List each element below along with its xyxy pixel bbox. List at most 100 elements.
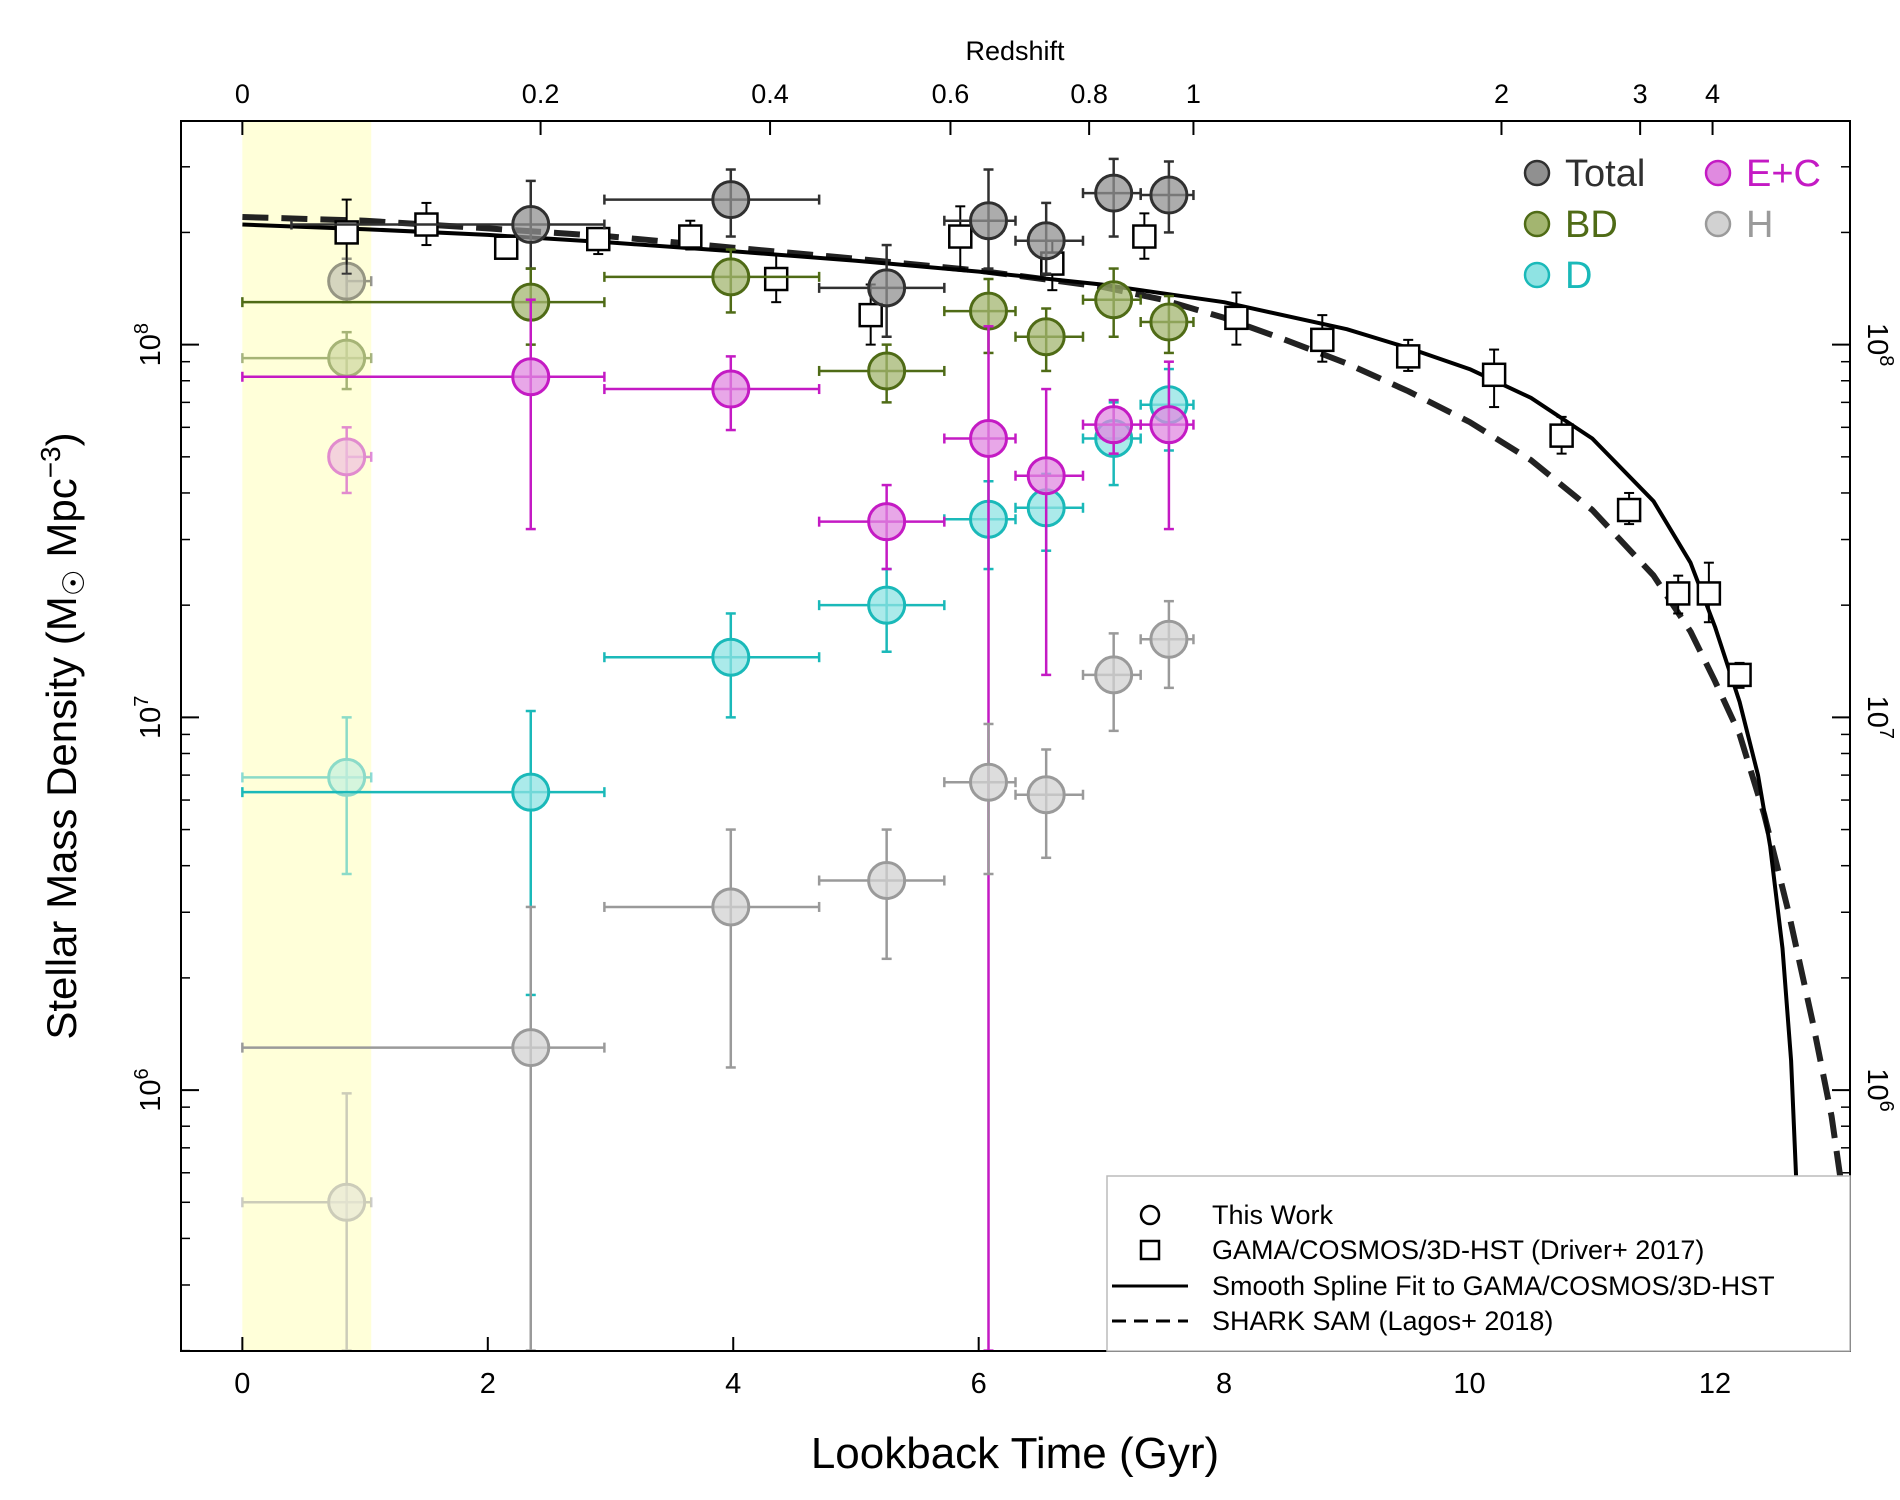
legend-label: E+C <box>1746 153 1821 195</box>
x-tick-label: 6 <box>971 1368 987 1400</box>
data-point <box>241 330 373 391</box>
x-tick-label: 8 <box>1216 1368 1232 1400</box>
data-point-marker <box>1149 405 1189 445</box>
legend-marker <box>1523 159 1551 187</box>
data-point <box>603 168 821 238</box>
gama-point <box>493 235 519 260</box>
data-point-marker <box>711 637 751 677</box>
data-point <box>603 248 821 314</box>
data-point-marker <box>1026 456 1066 496</box>
data-point <box>241 905 606 1352</box>
data-point <box>603 355 821 432</box>
marker-legend: This Work GAMA/COSMOS/3D-HST (Driver+ 201… <box>1106 1175 1851 1352</box>
gama-square-marker <box>493 235 519 260</box>
legend-box <box>1106 1175 1851 1352</box>
gama-point <box>586 226 611 256</box>
data-point <box>1139 599 1195 690</box>
legend-marker <box>1523 261 1551 289</box>
gama-point <box>1549 415 1574 455</box>
legend-entry-d: D <box>1523 255 1592 297</box>
top-tick-label: 2 <box>1494 79 1509 109</box>
top-tick-label: 0 <box>235 79 250 109</box>
data-point <box>1014 387 1085 677</box>
legend-label: D <box>1565 255 1592 297</box>
series-total <box>290 157 1195 338</box>
data-point-marker <box>1094 655 1134 695</box>
legend-entry-ec: E+C <box>1704 153 1821 195</box>
data-point-marker <box>867 861 907 901</box>
gama-square-marker <box>1395 344 1421 369</box>
gama-point <box>1696 561 1722 624</box>
shaded-region <box>242 121 372 1351</box>
top-tick-label: 0.4 <box>751 79 789 109</box>
data-point <box>817 243 946 338</box>
x-tick-label: 2 <box>480 1368 496 1400</box>
data-point-marker <box>1026 775 1066 815</box>
data-point <box>241 298 606 531</box>
gama-point <box>1224 291 1249 346</box>
y-tick-label-left: 107 <box>131 696 167 739</box>
data-point-marker <box>1149 302 1189 342</box>
gama-point <box>763 253 789 304</box>
data-point-marker <box>711 887 751 927</box>
top-axis-label: Redshift <box>965 36 1065 66</box>
y-tick-label-left: 108 <box>131 323 167 366</box>
gama-layer <box>334 198 1752 689</box>
data-point-marker <box>327 437 367 477</box>
data-point-marker <box>969 762 1009 802</box>
data-point <box>290 179 606 270</box>
top-tick-label: 3 <box>1633 79 1648 109</box>
legend-row: SHARK SAM (Lagos+ 2018) <box>1112 1306 1553 1336</box>
gama-point <box>1616 491 1642 526</box>
x-axis-label: Lookback Time (Gyr) <box>811 1429 1219 1478</box>
gama-point <box>678 219 703 251</box>
data-point-marker <box>711 180 751 220</box>
y-tick-label-right: 107 <box>1861 696 1897 739</box>
data-point <box>943 480 1017 571</box>
legend-row: This Work <box>1139 1200 1334 1230</box>
legend-label: H <box>1746 204 1773 246</box>
plot-frame <box>180 120 1851 1352</box>
series-legend: Total E+C BD H D <box>1523 153 1821 297</box>
shark-sam-line <box>242 214 1850 1286</box>
top-tick-label: 0.2 <box>522 79 560 109</box>
top-tick-label: 0.8 <box>1070 79 1108 109</box>
x-tick-label: 10 <box>1453 1368 1485 1400</box>
data-point <box>603 828 821 1069</box>
data-point-marker <box>1094 405 1134 445</box>
gama-point <box>1310 314 1335 363</box>
gama-point <box>948 205 973 270</box>
data-point <box>1139 160 1195 234</box>
data-point <box>817 483 946 571</box>
data-point-marker <box>1026 221 1066 261</box>
data-point-marker <box>511 357 551 397</box>
y-tick-label-right: 108 <box>1861 323 1897 366</box>
gama-square-marker <box>334 220 359 245</box>
gama-square-marker <box>586 226 611 252</box>
gama-square-marker <box>763 266 789 292</box>
data-point-marker <box>327 757 367 797</box>
data-point-marker <box>867 585 907 625</box>
legend-row-label: This Work <box>1212 1200 1334 1230</box>
legend-square-icon <box>1139 1239 1161 1261</box>
y-axis-label: Stellar Mass Density (M☉ Mpc−3) <box>35 432 91 1039</box>
data-point <box>1139 360 1195 531</box>
data-point <box>943 277 1017 355</box>
data-point <box>1014 748 1085 860</box>
data-point <box>817 567 946 653</box>
legend-label: BD <box>1565 204 1618 246</box>
top-tick-label: 4 <box>1705 79 1720 109</box>
data-point <box>1081 632 1142 733</box>
data-point-marker <box>867 268 907 308</box>
data-point <box>241 716 373 876</box>
data-point <box>943 325 1017 1352</box>
top-tick-label: 1 <box>1186 79 1201 109</box>
gama-point <box>1665 574 1691 615</box>
data-point-marker <box>711 369 751 409</box>
data-point-marker <box>867 351 907 391</box>
data-point <box>327 257 373 304</box>
top-tick-label: 0.6 <box>932 79 970 109</box>
gama-square-marker <box>678 224 703 249</box>
